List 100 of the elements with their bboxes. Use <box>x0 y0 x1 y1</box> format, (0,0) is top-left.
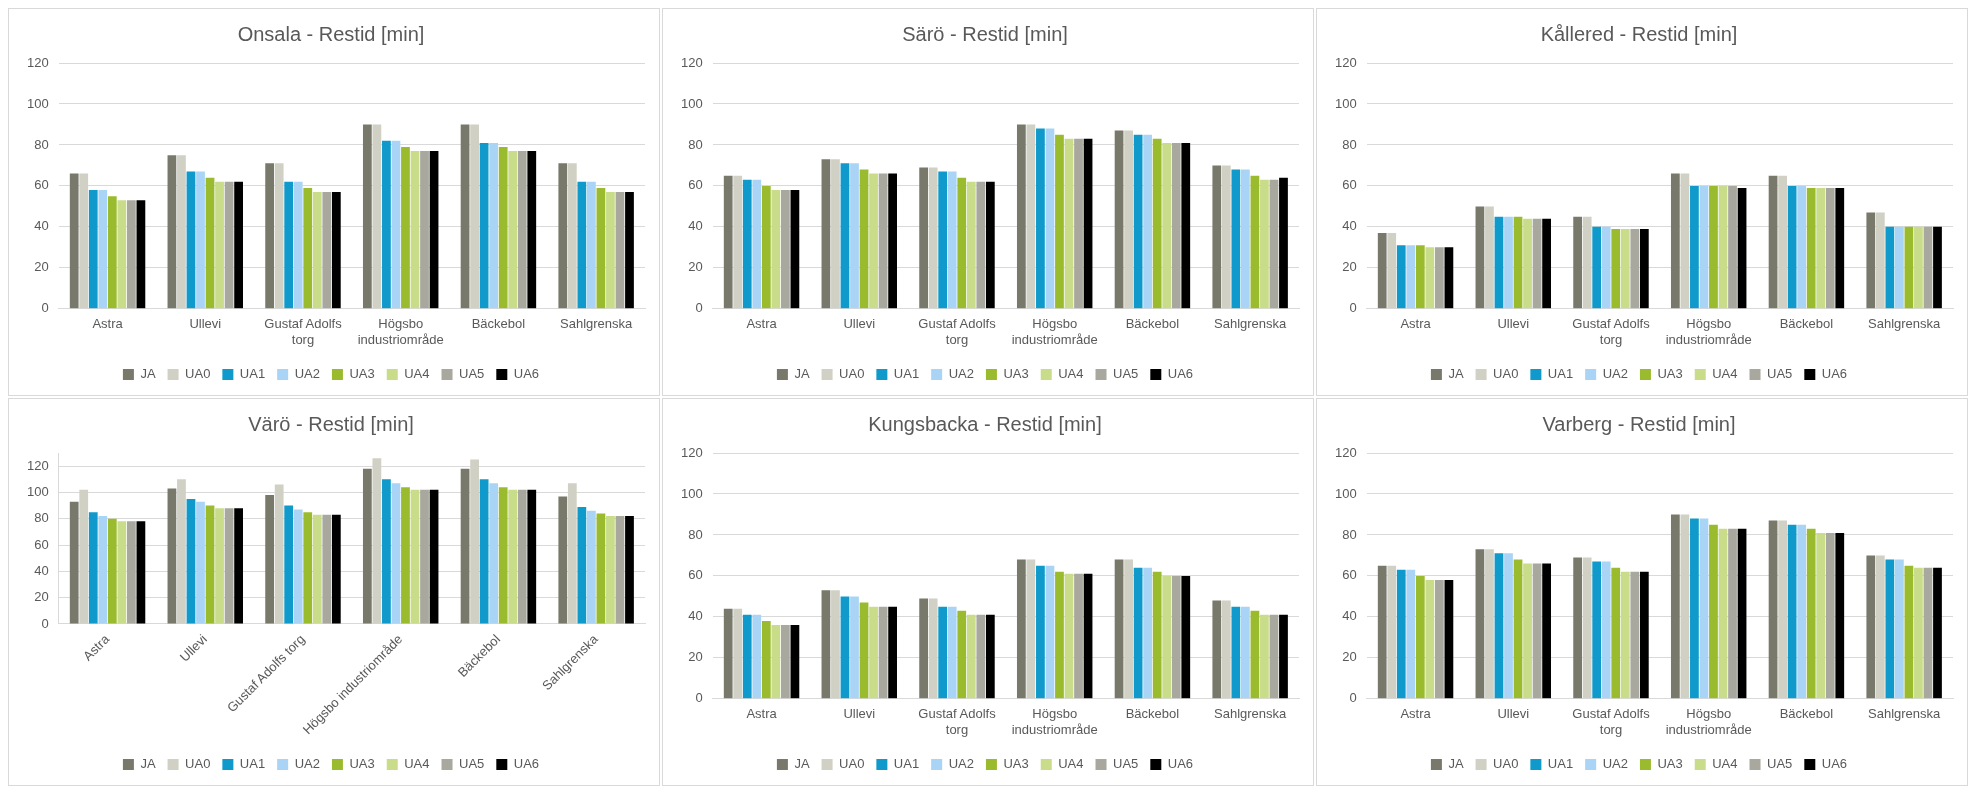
bar <box>508 151 518 309</box>
chart-title: Värö - Restid [min] <box>248 412 414 435</box>
bar <box>1875 555 1885 699</box>
bar <box>577 181 587 309</box>
bar <box>780 190 790 309</box>
bar <box>362 124 372 309</box>
y-tick-label: 40 <box>1342 218 1357 234</box>
bar <box>957 177 967 309</box>
bar <box>1768 175 1778 309</box>
bar <box>615 516 625 624</box>
bar <box>79 489 89 624</box>
bar <box>1670 514 1680 699</box>
bar <box>733 608 743 699</box>
bar <box>498 146 508 309</box>
bar <box>274 484 284 624</box>
bar <box>1639 228 1649 309</box>
x-tick-label: Gustaf Adolfs torg <box>264 316 343 347</box>
bar <box>489 142 499 309</box>
x-tick-label: Gustaf Adolfs torg <box>918 316 997 347</box>
bar <box>420 151 429 309</box>
legend-label: UA5 <box>1113 366 1139 382</box>
bar <box>1143 567 1153 699</box>
y-tick-label: 60 <box>688 567 703 583</box>
bar <box>1250 610 1260 699</box>
x-tick-label: Bäckebol <box>1125 316 1180 332</box>
bar <box>312 514 322 624</box>
bar <box>1728 185 1737 309</box>
bar <box>391 483 401 624</box>
bar <box>742 614 752 699</box>
bar <box>167 155 177 309</box>
y-tick-label: 40 <box>34 562 49 578</box>
legend-label: UA0 <box>839 366 865 382</box>
bar <box>752 179 762 309</box>
bar <box>1387 233 1397 309</box>
bar <box>1212 600 1222 699</box>
bar <box>1475 206 1485 309</box>
bar <box>1279 177 1288 309</box>
bar <box>1444 247 1454 309</box>
y-tick-label: 20 <box>1342 649 1357 665</box>
bar <box>1904 226 1914 309</box>
bar <box>479 142 489 309</box>
bar <box>177 155 186 309</box>
bar <box>1377 565 1387 699</box>
y-tick-label: 60 <box>1342 177 1357 193</box>
legend-label: UA1 <box>893 366 920 382</box>
bar <box>429 489 439 624</box>
bar <box>1415 575 1425 699</box>
bar <box>761 185 771 309</box>
bar <box>1055 134 1064 309</box>
y-tick-label: 120 <box>680 54 703 70</box>
bar <box>1573 216 1583 309</box>
bar <box>723 175 733 309</box>
bar <box>1240 606 1250 699</box>
bar <box>790 625 800 699</box>
bar <box>1425 247 1435 309</box>
y-tick-label: 120 <box>1334 444 1357 460</box>
bar <box>1045 128 1055 309</box>
bar <box>1504 553 1513 699</box>
bar <box>919 598 929 699</box>
bar <box>303 187 313 309</box>
bar <box>1114 559 1124 699</box>
bar <box>1690 185 1699 309</box>
legend-label: UA1 <box>1547 756 1574 772</box>
bar <box>1124 559 1133 699</box>
bar <box>976 614 986 699</box>
bar <box>215 181 224 309</box>
bar <box>410 489 420 624</box>
legend-label: UA4 <box>1712 756 1738 772</box>
legend-label: UA6 <box>1167 756 1194 772</box>
chart-title: Onsala - Restid [min] <box>237 22 425 45</box>
bar <box>1425 580 1435 699</box>
bar <box>1620 228 1630 309</box>
bar <box>831 159 840 309</box>
bar <box>1152 138 1162 309</box>
bar <box>976 181 986 309</box>
bar <box>878 173 888 309</box>
y-tick-label: 100 <box>26 95 49 111</box>
bar <box>1797 185 1807 309</box>
bar <box>1601 226 1611 309</box>
y-tick-label: 80 <box>1342 526 1357 542</box>
x-tick-label: Sahlgrenska <box>1868 706 1942 722</box>
legend-label: UA0 <box>839 756 865 772</box>
legend-label: UA2 <box>1602 756 1628 772</box>
bar <box>1036 565 1045 699</box>
legend-label: UA3 <box>1003 756 1029 772</box>
y-tick-label: 20 <box>688 649 703 665</box>
bar <box>136 521 146 624</box>
bar <box>831 590 840 699</box>
bar <box>167 488 177 624</box>
bar <box>761 620 771 699</box>
bar <box>558 163 568 309</box>
bar <box>1709 524 1718 699</box>
bar <box>460 124 470 309</box>
bar <box>69 173 79 309</box>
legend-label: UA4 <box>404 756 430 772</box>
y-tick-label: 120 <box>1334 54 1357 70</box>
bar <box>723 608 733 699</box>
bar <box>69 501 79 624</box>
bar <box>1639 571 1649 699</box>
y-tick-label: 120 <box>680 444 703 460</box>
